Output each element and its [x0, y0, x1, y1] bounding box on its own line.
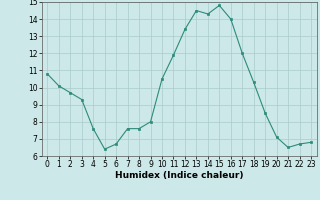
X-axis label: Humidex (Indice chaleur): Humidex (Indice chaleur) — [115, 171, 244, 180]
